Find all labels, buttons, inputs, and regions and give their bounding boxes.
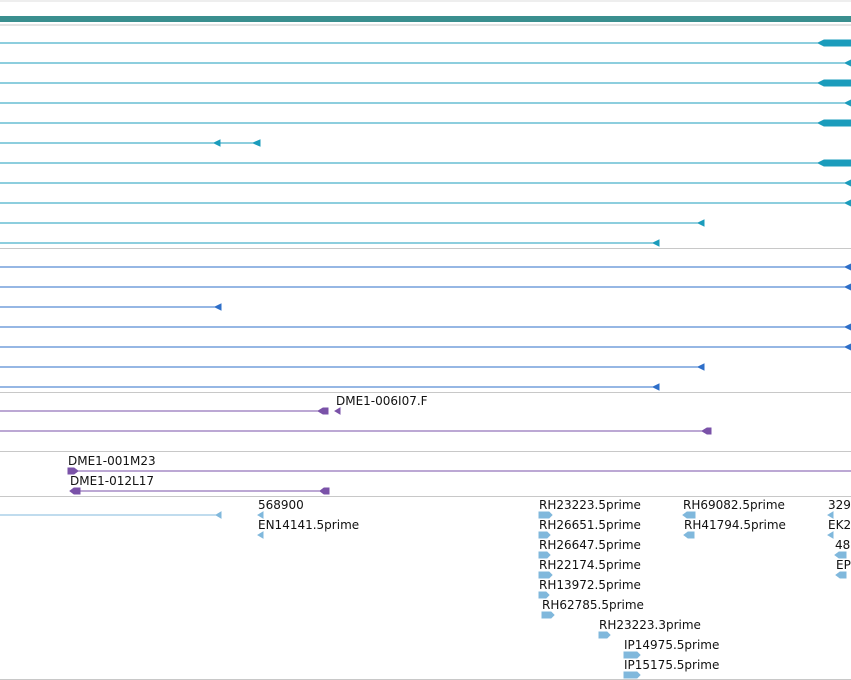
transcript-row[interactable] — [0, 39, 851, 47]
bac-label[interactable]: DME1-012L17 — [70, 474, 154, 488]
est-feature[interactable] — [623, 671, 641, 679]
est-feature[interactable] — [541, 611, 555, 619]
est-label[interactable]: RH22174.5prime — [539, 558, 641, 572]
transcript-row[interactable] — [0, 303, 222, 311]
transcript-row[interactable] — [0, 119, 851, 127]
est-label[interactable]: RH23223.3prime — [599, 618, 701, 632]
est-label[interactable]: 568900 — [258, 498, 304, 512]
est-feature[interactable] — [0, 511, 222, 519]
bac-feature[interactable] — [67, 467, 851, 475]
est-feature[interactable] — [598, 631, 611, 639]
transcript-group-b — [0, 263, 851, 391]
bac-feature[interactable] — [0, 407, 341, 415]
track-separator — [0, 451, 851, 452]
est-label[interactable]: 329 — [828, 498, 851, 512]
track-separator — [0, 392, 851, 393]
transcript-group-a — [0, 39, 851, 247]
transcript-row[interactable] — [0, 383, 660, 391]
transcript-row[interactable] — [0, 239, 660, 247]
bac-feature[interactable] — [0, 427, 712, 435]
bac-label[interactable]: DME1-001M23 — [68, 454, 156, 468]
est-label[interactable]: RH69082.5prime — [683, 498, 785, 512]
transcript-row[interactable] — [0, 179, 851, 187]
est-label[interactable]: RH41794.5prime — [684, 518, 786, 532]
transcript-row[interactable] — [0, 363, 705, 371]
est-label[interactable]: RH23223.5prime — [539, 498, 641, 512]
transcript-row[interactable] — [0, 323, 851, 331]
track-separator — [0, 248, 851, 249]
est-feature[interactable] — [538, 551, 551, 559]
transcript-row[interactable] — [0, 343, 851, 351]
transcript-row[interactable] — [0, 99, 851, 107]
est-feature[interactable] — [683, 531, 695, 539]
transcript-row[interactable] — [0, 199, 851, 207]
est-track — [0, 511, 847, 679]
est-feature[interactable] — [257, 511, 264, 519]
bac-label[interactable]: DME1-006I07.F — [336, 394, 428, 408]
est-label[interactable]: IP15175.5prime — [624, 658, 720, 672]
est-feature[interactable] — [827, 531, 834, 539]
est-label[interactable]: EP — [836, 558, 851, 572]
est-feature[interactable] — [682, 511, 696, 519]
track-separator — [0, 496, 851, 497]
est-label[interactable]: IP14975.5prime — [624, 638, 720, 652]
transcript-row[interactable] — [0, 283, 851, 291]
est-label[interactable]: RH62785.5prime — [542, 598, 644, 612]
est-label[interactable]: RH26647.5prime — [539, 538, 641, 552]
gene-span-band — [0, 16, 851, 22]
transcript-row[interactable] — [0, 219, 705, 227]
est-feature[interactable] — [835, 571, 847, 579]
est-feature[interactable] — [827, 511, 834, 519]
est-feature[interactable] — [257, 531, 264, 539]
est-label[interactable]: EN14141.5prime — [258, 518, 360, 532]
est-feature[interactable] — [834, 551, 847, 559]
transcript-row[interactable] — [0, 139, 261, 147]
transcript-row[interactable] — [0, 263, 851, 271]
est-feature[interactable] — [538, 511, 553, 519]
bac-track — [0, 407, 851, 495]
transcript-row[interactable] — [0, 59, 851, 67]
transcript-row[interactable] — [0, 159, 851, 167]
est-label[interactable]: 48 — [835, 538, 851, 552]
est-feature[interactable] — [538, 591, 550, 599]
est-label[interactable]: EK2 — [828, 518, 851, 532]
est-feature[interactable] — [538, 571, 553, 579]
bac-feature[interactable] — [69, 487, 330, 495]
est-label[interactable]: RH13972.5prime — [539, 578, 641, 592]
est-feature[interactable] — [623, 651, 641, 659]
est-label[interactable]: RH26651.5prime — [539, 518, 641, 532]
transcript-row[interactable] — [0, 79, 851, 87]
est-feature[interactable] — [538, 531, 551, 539]
